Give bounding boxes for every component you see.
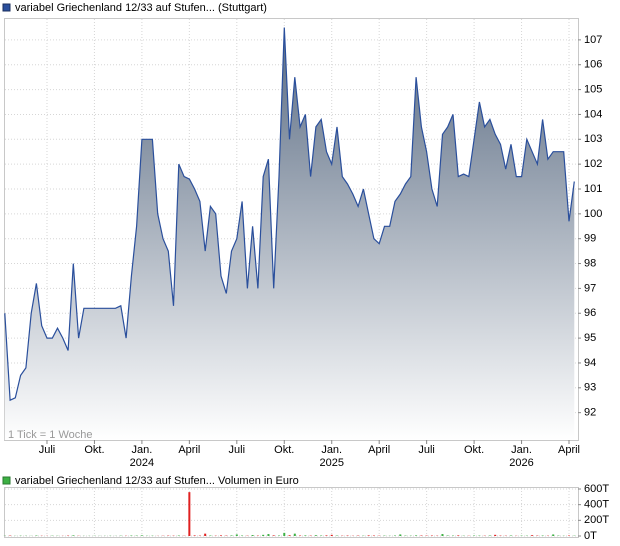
y-tick-label: 600T	[584, 483, 609, 495]
y-tick-label: 105	[584, 83, 602, 95]
plot-frame	[4, 18, 579, 441]
volume-bar	[494, 534, 497, 536]
x-tick-label: Juli	[229, 444, 246, 456]
volume-bar	[330, 534, 333, 536]
plot-frame	[4, 487, 579, 538]
y-tick-label: 98	[584, 257, 596, 269]
y-tick-label: 100	[584, 208, 602, 220]
x-tick-label: Jan.	[131, 444, 152, 456]
y-tick-label: 400T	[584, 499, 609, 511]
y-tick-label: 95	[584, 332, 596, 344]
y-tick-label: 106	[584, 59, 602, 71]
price-line	[4, 27, 575, 402]
y-tick-label: 101	[584, 183, 602, 195]
volume-bar	[457, 535, 460, 536]
x-year-label: 2025	[319, 457, 343, 469]
volume-bar	[235, 534, 238, 536]
volume-bar	[204, 533, 207, 536]
x-tick-label: Juli	[39, 444, 56, 456]
y-tick-label: 107	[584, 34, 602, 46]
volume-bar	[399, 534, 402, 536]
legend-swatch	[2, 476, 11, 485]
x-tick-label: Okt.	[464, 444, 484, 456]
volume-bar	[325, 535, 328, 536]
y-tick-label: 94	[584, 357, 596, 369]
x-tick-label: April	[558, 444, 580, 456]
volume-bar	[441, 534, 444, 536]
y-tick-label: 97	[584, 282, 596, 294]
volume-bar	[188, 492, 191, 536]
note: 1 Tick = 1 Woche	[8, 429, 92, 441]
legend-label: variabel Griechenland 12/33 auf Stufen..…	[15, 2, 267, 14]
y-tick-label: 0T	[584, 530, 597, 542]
y-tick-label: 200T	[584, 514, 609, 526]
y-tick-label: 93	[584, 382, 596, 394]
x-year-label: 2026	[509, 457, 533, 469]
x-tick-label: Jan.	[511, 444, 532, 456]
legend-swatch	[2, 3, 11, 12]
volume-bar	[552, 534, 555, 536]
x-tick-label: Jan.	[321, 444, 342, 456]
volume-bar	[272, 535, 275, 536]
y-tick-label: 96	[584, 307, 596, 319]
x-year-label: 2024	[130, 457, 154, 469]
volume-bar	[283, 532, 286, 536]
legend-label: variabel Griechenland 12/33 auf Stufen..…	[15, 475, 299, 487]
x-tick-label: Okt.	[274, 444, 294, 456]
x-tick-label: Juli	[418, 444, 435, 456]
x-tick-label: Okt.	[84, 444, 104, 456]
volume-bar	[140, 535, 143, 536]
volume-bar	[193, 535, 196, 536]
volume-bar	[219, 535, 222, 536]
volume-bar	[314, 535, 317, 536]
y-tick-label: 103	[584, 133, 602, 145]
y-tick-label: 99	[584, 233, 596, 245]
volume-bar	[262, 534, 265, 536]
volume-bar	[288, 535, 291, 536]
x-tick-label: April	[368, 444, 390, 456]
volume-bar	[230, 535, 233, 536]
volume-bar	[251, 535, 254, 536]
volume-bar	[304, 535, 307, 536]
volume-bar	[72, 535, 75, 536]
volume-bar	[531, 535, 534, 536]
y-tick-label: 92	[584, 407, 596, 419]
volume-bar	[267, 534, 270, 536]
x-tick-label: April	[178, 444, 200, 456]
volume-bar	[415, 535, 418, 536]
y-tick-label: 102	[584, 158, 602, 170]
volume-bar	[293, 533, 296, 536]
price-area	[4, 27, 575, 440]
volume-bar	[367, 535, 370, 536]
y-tick-label: 104	[584, 108, 602, 120]
